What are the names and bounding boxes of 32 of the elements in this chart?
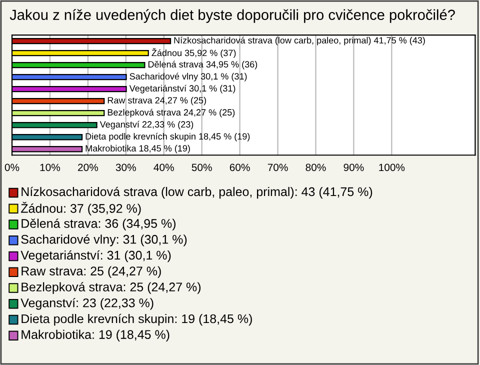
category-label: Sacharidové vlny 30,1 % (31) xyxy=(130,72,247,82)
category-label: Bezlepková strava 24,27 % (25) xyxy=(108,108,235,118)
x-tick-label: 90% xyxy=(344,164,364,172)
x-tick-label: 0% xyxy=(4,164,20,172)
text: Bezlepková strava: 25 (24,27 %) xyxy=(22,282,201,294)
text: Veganství: 23 (22,33 %) xyxy=(20,298,154,310)
text: Vegetariánství: 31 (30,1 %) xyxy=(20,250,171,262)
text: Raw strava: 25 (24,27 %) xyxy=(22,266,161,278)
category-label: Raw strava 24,27 % (25) xyxy=(108,96,206,106)
x-tick-label: 70% xyxy=(268,164,288,172)
chart-title: Jakou z níže uvedených diet byste doporučili pro cvičence pokročilé? xyxy=(10,9,455,23)
category-label: Dieta podle krevních skupin 18,45 % (19) xyxy=(86,132,250,142)
x-tick-label: 60% xyxy=(230,164,250,172)
category-label: Žádnou 35,92 % (37) xyxy=(152,48,236,58)
x-tick-label: 50% xyxy=(192,164,212,172)
x-tick-label: 40% xyxy=(154,164,174,172)
text: Dieta podle krevních skupin: 19 (18,45 %) xyxy=(22,314,252,326)
category-label: Veganství 22,33 % (23) xyxy=(100,120,194,130)
text: Sacharidové vlny: 31 (30,1 %) xyxy=(21,234,187,246)
x-tick-label: 20% xyxy=(78,164,98,172)
text: Dělená strava: 36 (34,95 %) xyxy=(22,218,176,230)
x-tick-label: 100% xyxy=(379,164,405,172)
x-tick-label: 30% xyxy=(116,164,136,172)
x-tick-label: 80% xyxy=(306,164,326,172)
text: Nízkosacharidová strava (low carb, paleo, primal): 43 (41,75 %) xyxy=(22,186,372,199)
category-label: Nízkosacharidová strava (low carb, paleo, primal) 41,75 % (43) xyxy=(174,36,425,46)
category-label: Vegetariánství 30,1 % (31) xyxy=(129,84,236,94)
text: Žádnou: 37 (35,92 %) xyxy=(21,202,141,216)
category-label: Makrobiotika 18,45 % (19) xyxy=(86,144,190,154)
category-label: Dělená strava 34,95 % (36) xyxy=(148,60,258,70)
x-tick-label: 10% xyxy=(40,164,60,172)
text: Makrobiotika: 19 (18,45 %) xyxy=(22,330,170,342)
